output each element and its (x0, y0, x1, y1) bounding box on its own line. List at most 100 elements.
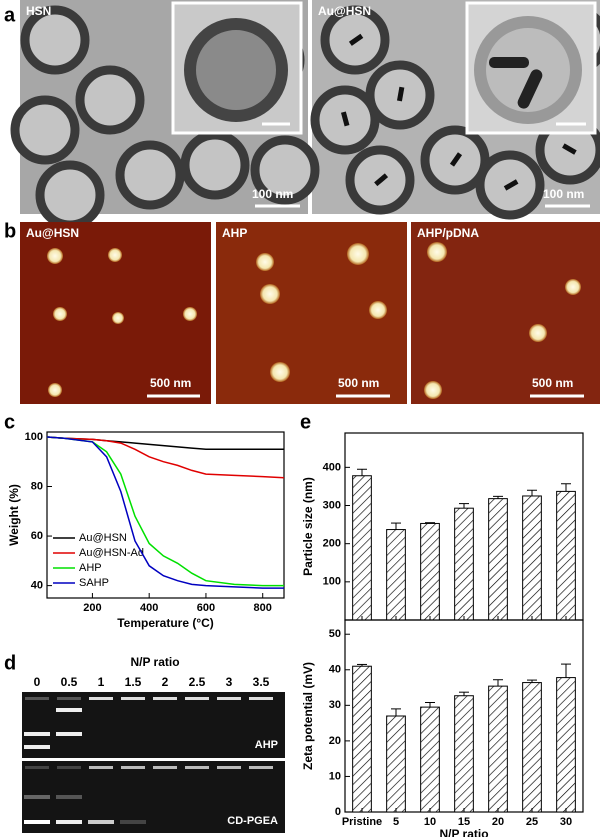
legend-label: Au@HSN-Ad (79, 547, 144, 559)
y-tick-label: 400 (323, 461, 341, 473)
well (217, 697, 241, 700)
x-tick-label: 200 (83, 602, 101, 614)
error-bar (527, 489, 537, 496)
image-label: AHP (222, 226, 247, 240)
lane-label: 0 (34, 675, 41, 689)
well (249, 766, 273, 769)
image-label: AHP/pDNA (417, 226, 479, 240)
error-bar (561, 483, 571, 492)
panel-label: a (4, 4, 16, 26)
gold-rod (374, 173, 389, 187)
bar (352, 665, 372, 813)
gold-rod (503, 179, 519, 191)
x-tick-label: 15 (458, 816, 470, 828)
x-axis-label: Temperature (°C) (117, 616, 214, 630)
well (89, 697, 113, 700)
scale-label: 500 nm (150, 376, 191, 390)
bar (420, 706, 440, 813)
hollow-sphere (115, 140, 185, 210)
afm-particle (256, 253, 274, 271)
afm-particle (112, 312, 124, 324)
panel-label: c (4, 411, 15, 433)
x-tick-label: Pristine (342, 816, 382, 828)
inset-particle (474, 16, 582, 124)
error-bar (357, 663, 367, 667)
well (121, 766, 145, 769)
well (57, 697, 81, 700)
y-tick-label: 60 (31, 530, 43, 542)
hollow-sphere (20, 5, 90, 75)
x-tick-label: 30 (560, 816, 572, 828)
y-tick-label: 10 (329, 770, 341, 782)
error-bar (561, 663, 571, 678)
y-tick-label: 50 (329, 628, 341, 640)
hollow-sphere (250, 135, 320, 205)
well (153, 697, 177, 700)
afm-particle (529, 324, 547, 342)
gold-rod (517, 69, 543, 109)
band (120, 820, 146, 824)
band (24, 732, 50, 736)
lane-label: 1 (98, 675, 105, 689)
bar (488, 685, 508, 813)
lane-label: 3 (226, 675, 233, 689)
lane-label: 0.5 (61, 675, 78, 689)
gel-title: N/P ratio (130, 655, 179, 669)
image-label: HSN (26, 4, 51, 18)
gold-rod (396, 86, 405, 102)
error-bar (425, 701, 435, 708)
afm-particle (270, 362, 290, 382)
band (24, 795, 50, 799)
gold-rod (562, 143, 577, 155)
error-bar (391, 708, 401, 716)
well (25, 766, 49, 769)
afm-particle (53, 307, 67, 321)
afm-particle (183, 307, 197, 321)
well (249, 697, 273, 700)
bar (454, 507, 474, 621)
panel-label: b (4, 220, 16, 242)
hollow-sphere (75, 65, 145, 135)
afm-particle (565, 279, 581, 295)
band (24, 745, 50, 749)
x-tick-label: 400 (140, 602, 158, 614)
lane-label: 2.5 (189, 675, 206, 689)
x-tick-label: 800 (254, 602, 272, 614)
bar (420, 522, 440, 621)
lane-label: 1.5 (125, 675, 142, 689)
afm-particle (47, 248, 63, 264)
gel-bands (24, 697, 273, 824)
afm-particle (260, 284, 280, 304)
bar (386, 715, 406, 813)
error-bar (493, 495, 503, 499)
gold-rod (340, 111, 350, 127)
gold-rod (449, 152, 463, 167)
bar (386, 529, 406, 621)
afm-particle (369, 301, 387, 319)
bar (488, 498, 508, 621)
plot-frame (46, 431, 285, 599)
well (217, 766, 241, 769)
afm-particles (47, 242, 581, 399)
error-bar (493, 679, 503, 687)
well (89, 766, 113, 769)
scale-label: 100 nm (543, 187, 584, 201)
y-tick-label: 20 (329, 735, 341, 747)
x-tick-label: 10 (424, 816, 436, 828)
error-bar (459, 691, 469, 696)
bar (352, 475, 372, 621)
afm-particle (48, 383, 62, 397)
legend-label: AHP (79, 562, 102, 574)
afm-particle (108, 248, 122, 262)
afm-particle (347, 243, 369, 265)
error-bar (527, 679, 537, 683)
error-bar (459, 503, 469, 509)
band (56, 795, 82, 799)
y-tick-label: 300 (323, 499, 341, 511)
error-bar (391, 522, 401, 530)
scale-label: 100 nm (252, 187, 293, 201)
legend-label: SAHP (79, 577, 109, 589)
y-axis-label: Zeta potential (mV) (301, 662, 315, 770)
legend-label: Au@HSN (79, 532, 127, 544)
